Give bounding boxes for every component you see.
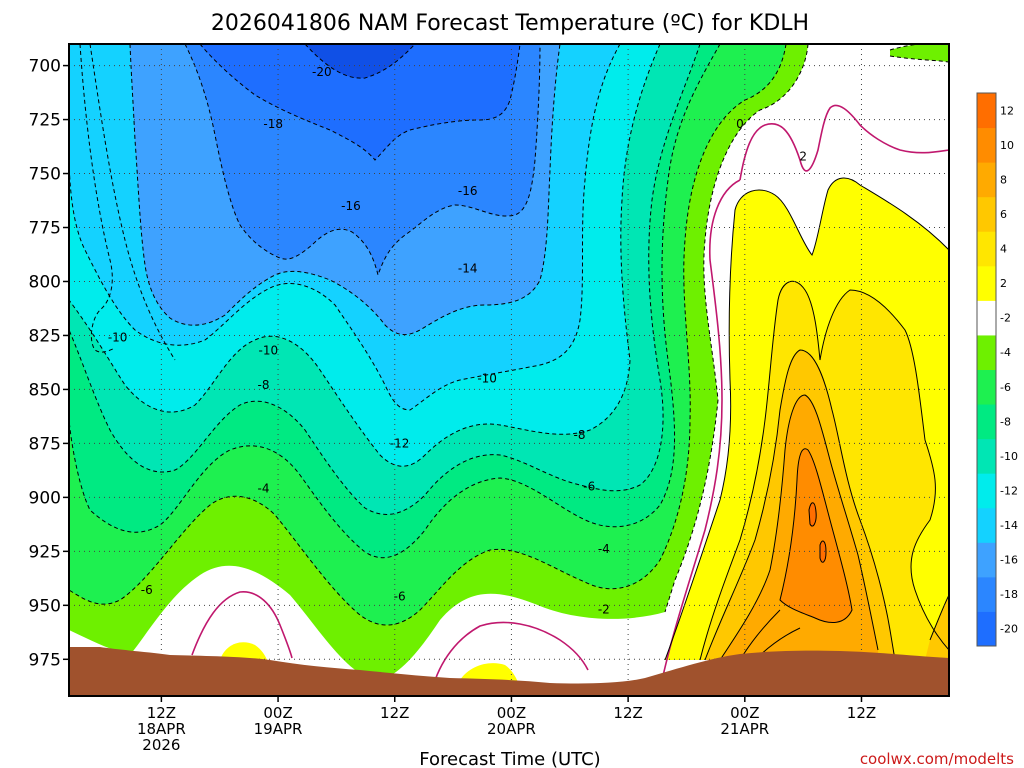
contour-label: 0 xyxy=(736,117,744,131)
y-tick-label: 800 xyxy=(29,272,61,292)
contour-label: -8 xyxy=(257,378,269,392)
colorbar-label: -16 xyxy=(1000,554,1018,567)
colorbar-label: -14 xyxy=(1000,519,1018,532)
y-tick-label: 900 xyxy=(29,488,61,508)
band-minus-4-right xyxy=(890,44,949,62)
colorbar-swatch xyxy=(977,438,996,474)
x-tick-label: 00Z xyxy=(497,704,526,722)
contour-label: -2 xyxy=(598,603,610,617)
colorbar-swatch xyxy=(977,473,996,509)
x-tick-label: 21APR xyxy=(720,720,769,738)
colorbar-swatch xyxy=(977,507,996,543)
colorbar-swatch xyxy=(977,127,996,163)
colorbar-label: 12 xyxy=(1000,104,1014,117)
contour-label: -6 xyxy=(394,590,406,604)
x-tick-label: 19APR xyxy=(254,720,303,738)
colorbar-label: -4 xyxy=(1000,346,1011,359)
contour-label: 2 xyxy=(799,149,807,163)
contour-label: -12 xyxy=(390,436,410,450)
x-tick-label: 2026 xyxy=(142,736,180,754)
contour-label: -20 xyxy=(312,65,332,79)
y-tick-label: 750 xyxy=(29,165,61,185)
contour-label: -6 xyxy=(583,480,595,494)
y-axis: 700 725 750 775 800 825 850 875 900 925 950 975 xyxy=(29,57,69,670)
colorbar-swatch xyxy=(977,231,996,267)
contour-label: -14 xyxy=(458,262,478,276)
contour-labels: -20-18-16-16-14-10-10-10-8-8-6 -6-6-4-4-2… xyxy=(108,65,807,617)
x-tick-label: 20APR xyxy=(487,720,536,738)
plot-frame xyxy=(68,43,950,697)
y-tick-label: 875 xyxy=(29,434,61,454)
x-tick-label: 18APR xyxy=(137,720,186,738)
x-tick-label: 12Z xyxy=(147,704,176,722)
x-axis-title: Forecast Time (UTC) xyxy=(419,749,600,768)
x-tick-label: 12Z xyxy=(613,704,642,722)
colorbar-swatch xyxy=(977,334,996,370)
colorbar-label: -18 xyxy=(1000,588,1018,601)
colorbar-swatch xyxy=(977,542,996,578)
x-tick-label: 12Z xyxy=(380,704,409,722)
colorbar-label: 8 xyxy=(1000,173,1007,186)
x-tick-label: 12Z xyxy=(847,704,876,722)
grid-lines xyxy=(69,44,949,696)
y-tick-label: 700 xyxy=(29,57,61,77)
plot-area: -20-18-16-16-14-10-10-10-8-8-6 -6-6-4-4-2… xyxy=(69,44,949,696)
x-tick-label: 00Z xyxy=(730,704,759,722)
colorbar-frame xyxy=(976,92,997,647)
chart-title: 2026041806 NAM Forecast Temperature (ºC)… xyxy=(211,11,809,36)
colorbar-swatch xyxy=(977,265,996,301)
y-tick-label: 950 xyxy=(29,596,61,616)
contour-label: -10 xyxy=(477,372,497,386)
contour-label: -10 xyxy=(259,344,279,358)
band-minus-20 xyxy=(200,44,520,160)
colorbar-label: 10 xyxy=(1000,139,1014,152)
contour-label: -4 xyxy=(257,482,269,496)
contour-label: -8 xyxy=(574,428,586,442)
y-tick-label: 725 xyxy=(29,111,61,131)
isotherm-contours-positive xyxy=(664,177,949,661)
contour-label: -16 xyxy=(458,184,478,198)
colorbar-label: -8 xyxy=(1000,415,1011,428)
colorbar-label: -20 xyxy=(1000,623,1018,636)
contour-label: -6 xyxy=(141,583,153,597)
band-plus-12 xyxy=(809,502,826,563)
colorbar-swatch xyxy=(977,611,996,647)
colorbar-label: 4 xyxy=(1000,243,1007,256)
colorbar-swatch xyxy=(977,300,996,336)
credit-text: coolwx.com/modelts xyxy=(860,750,1014,768)
zero-degree-contours xyxy=(191,104,949,691)
surface-pocket-2 xyxy=(460,663,518,682)
y-tick-label: 825 xyxy=(29,326,61,346)
colorbar-label: -10 xyxy=(1000,450,1018,463)
colorbar-swatch xyxy=(977,369,996,405)
band-minus-22 xyxy=(305,44,415,79)
colorbar-swatch xyxy=(977,196,996,232)
colorbar-label: -6 xyxy=(1000,381,1011,394)
y-tick-label: 975 xyxy=(29,650,61,670)
colorbar-swatch xyxy=(977,162,996,198)
colorbar-swatch xyxy=(977,576,996,612)
isotherm-contours-negative xyxy=(69,44,949,626)
colorbar: -20 -18 -16 -14 -12 -10 -8 -6 -4 -2 2 4 6 8 10 12 xyxy=(976,92,1018,647)
colorbar-swatch xyxy=(977,93,996,129)
x-tick-label: 00Z xyxy=(263,704,292,722)
colorbar-label: -2 xyxy=(1000,312,1011,325)
y-tick-label: 850 xyxy=(29,380,61,400)
band-plus-6-right xyxy=(925,595,949,660)
contour-label: -16 xyxy=(341,199,361,213)
contour-label: -10 xyxy=(108,331,128,345)
y-tick-label: 925 xyxy=(29,542,61,562)
colorbar-label: -12 xyxy=(1000,484,1018,497)
terrain-surface xyxy=(69,647,949,696)
colorbar-label: 2 xyxy=(1000,277,1007,290)
y-tick-label: 775 xyxy=(29,219,61,239)
contour-label: -18 xyxy=(263,117,283,131)
band-plus-10 xyxy=(780,448,852,623)
colorbar-swatch xyxy=(977,404,996,440)
contour-label: -4 xyxy=(598,542,610,556)
colorbar-label: 6 xyxy=(1000,208,1007,221)
